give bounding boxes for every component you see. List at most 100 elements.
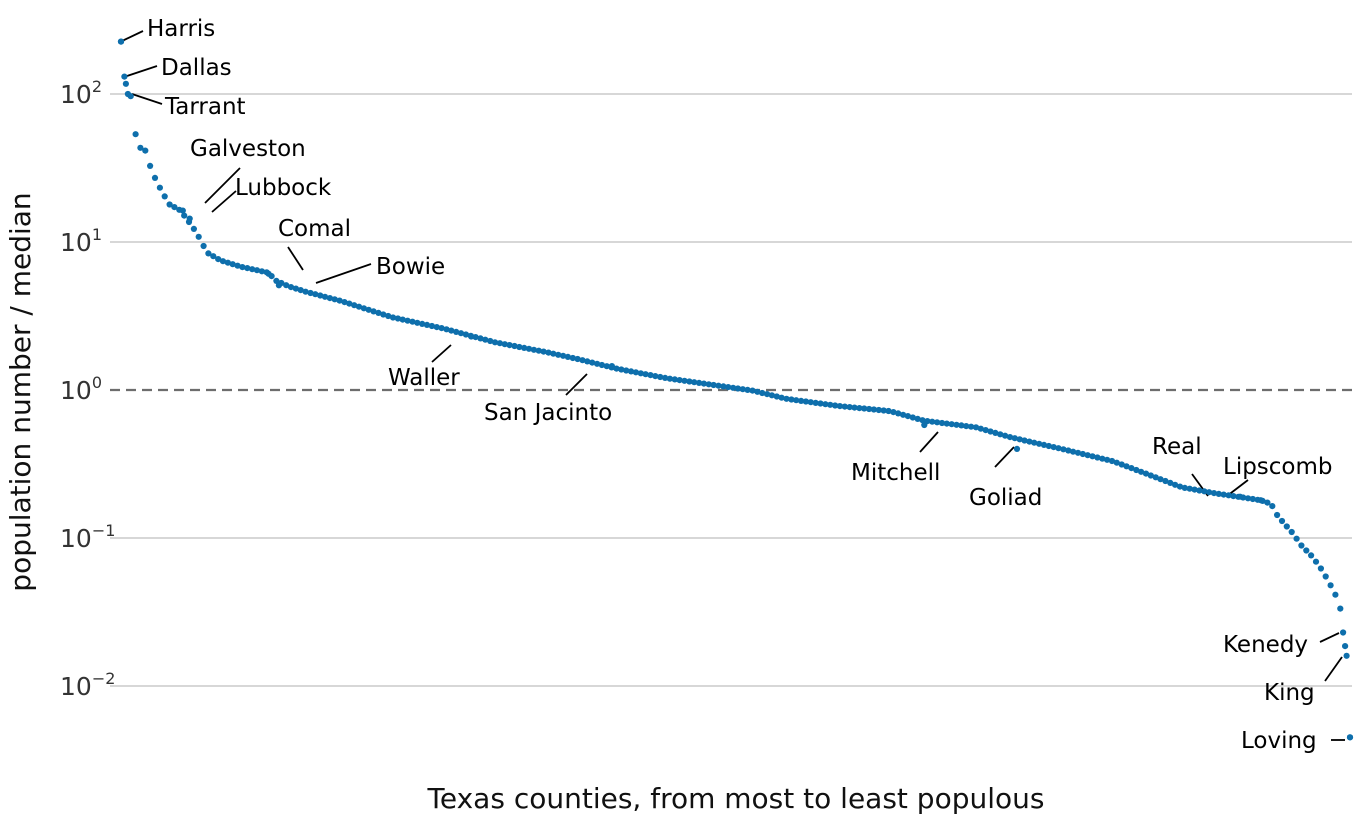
data-point xyxy=(992,429,999,436)
data-point xyxy=(1133,466,1140,474)
y-tick-label: 102 xyxy=(60,77,102,109)
data-point xyxy=(1021,437,1028,444)
data-point xyxy=(1225,492,1232,499)
point-label-kenedy: Kenedy xyxy=(1223,632,1308,658)
data-point xyxy=(1215,490,1222,497)
data-point xyxy=(943,420,950,427)
data-point xyxy=(448,327,455,334)
data-point xyxy=(885,407,892,415)
data-point xyxy=(404,317,411,324)
data-point xyxy=(151,174,159,181)
leader-line-goliad xyxy=(994,446,1015,468)
data-point xyxy=(1312,558,1320,565)
data-point xyxy=(807,399,814,406)
data-point xyxy=(1099,455,1106,462)
data-point xyxy=(156,184,163,191)
data-point xyxy=(958,422,965,429)
data-point xyxy=(438,325,445,332)
data-point xyxy=(428,322,435,330)
data-point xyxy=(1123,463,1130,470)
data-point xyxy=(662,374,669,381)
data-point xyxy=(1113,459,1120,466)
data-point xyxy=(1147,472,1154,479)
data-point xyxy=(710,381,717,389)
data-point xyxy=(841,403,848,410)
data-point xyxy=(895,410,902,417)
labeled-point-galveston xyxy=(179,207,186,214)
data-point xyxy=(423,321,431,328)
data-point xyxy=(851,404,858,411)
data-point xyxy=(195,233,202,240)
data-point xyxy=(836,403,844,410)
data-point xyxy=(1210,490,1218,497)
data-point xyxy=(1293,535,1300,542)
data-point xyxy=(132,131,139,138)
data-point xyxy=(715,382,722,389)
data-point xyxy=(953,421,960,428)
data-point xyxy=(370,308,377,315)
data-point xyxy=(1274,511,1281,519)
data-point xyxy=(749,387,756,394)
data-point xyxy=(705,381,712,388)
data-point xyxy=(603,363,610,370)
data-point xyxy=(385,312,392,320)
data-point xyxy=(1283,523,1290,530)
data-point xyxy=(1298,542,1305,549)
data-point xyxy=(671,376,678,383)
data-point xyxy=(224,259,231,266)
data-point xyxy=(1074,449,1082,456)
data-point xyxy=(594,360,601,367)
leader-line-waller xyxy=(431,344,452,363)
data-point xyxy=(657,373,664,381)
data-point xyxy=(856,405,863,412)
data-point xyxy=(1342,643,1349,650)
labeled-point-lubbock xyxy=(186,215,193,222)
y-axis-title: population number / median xyxy=(4,192,37,591)
data-point xyxy=(1264,499,1271,506)
data-point xyxy=(292,285,299,292)
data-point xyxy=(744,386,751,393)
data-point xyxy=(870,406,878,413)
labeled-point-kenedy xyxy=(1340,629,1347,636)
data-point xyxy=(1045,442,1052,450)
data-point xyxy=(501,341,508,348)
point-label-loving: Loving xyxy=(1241,728,1317,754)
data-point xyxy=(1332,591,1339,598)
data-point xyxy=(730,384,737,391)
data-point xyxy=(1191,486,1198,493)
data-point xyxy=(598,361,606,369)
leader-line-king xyxy=(1324,656,1343,682)
data-point xyxy=(389,314,397,321)
data-point xyxy=(1220,491,1227,498)
data-points xyxy=(117,38,1354,741)
data-point xyxy=(1162,477,1169,485)
labeled-point-san-jacinto xyxy=(608,363,616,370)
data-point xyxy=(122,80,129,87)
data-point xyxy=(249,266,256,273)
data-point xyxy=(890,409,897,416)
data-point xyxy=(521,344,528,351)
data-point xyxy=(929,418,936,425)
data-point xyxy=(623,367,630,374)
leader-line-bowie xyxy=(315,263,372,284)
data-point xyxy=(875,406,882,414)
data-point xyxy=(550,350,557,357)
data-point xyxy=(496,340,503,347)
data-point xyxy=(525,345,533,352)
data-point xyxy=(880,407,887,414)
data-point xyxy=(1002,432,1009,439)
leader-line-lubbock xyxy=(211,190,237,213)
labeled-point-waller xyxy=(468,333,475,340)
leader-line-galveston xyxy=(204,167,241,204)
data-point xyxy=(997,431,1004,438)
data-point xyxy=(846,404,853,411)
data-point xyxy=(302,288,309,295)
data-point xyxy=(1065,447,1072,454)
data-point xyxy=(739,386,746,393)
point-label-harris: Harris xyxy=(147,16,215,42)
data-point xyxy=(822,401,829,408)
data-point xyxy=(200,242,207,250)
data-point xyxy=(234,262,241,269)
data-point xyxy=(190,225,197,232)
labeled-point-lipscomb xyxy=(1257,497,1264,504)
